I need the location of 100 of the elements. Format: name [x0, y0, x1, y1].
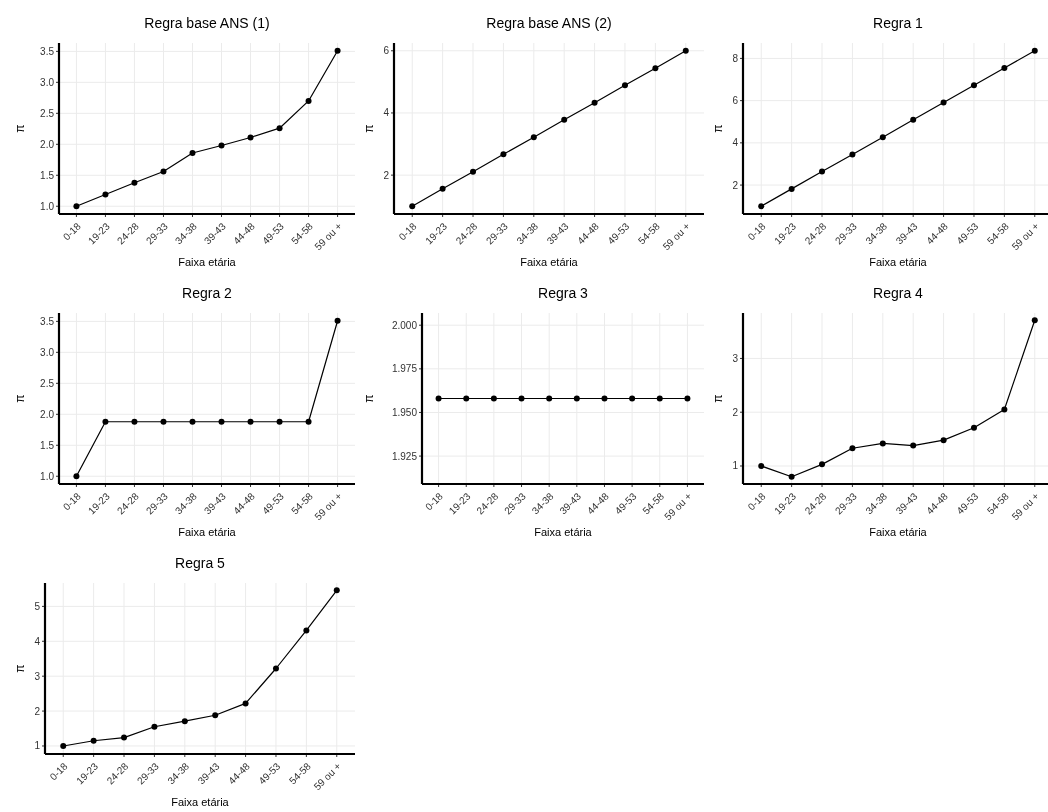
point	[1031, 47, 1038, 54]
point	[189, 149, 196, 156]
x-tick-label: 0-18	[60, 490, 84, 513]
y-axis-title: π	[362, 394, 376, 403]
x-tick-label: 59 ou +	[312, 490, 345, 523]
y-tick-label: 4	[383, 107, 390, 119]
x-tick-label: 59 ou +	[1009, 490, 1042, 523]
y-tick-label: 3.5	[40, 45, 55, 57]
point	[151, 723, 158, 730]
point	[530, 134, 537, 141]
chart-title: Regra base ANS (1)	[144, 15, 270, 31]
point	[849, 151, 856, 158]
y-axis-title: π	[13, 664, 27, 673]
point	[879, 134, 886, 141]
point	[758, 462, 765, 469]
point	[879, 440, 886, 447]
y-tick-label: 1.0	[40, 200, 55, 212]
point	[272, 665, 279, 672]
y-tick-label: 2.000	[391, 319, 418, 331]
y-tick-label: 2	[732, 406, 739, 418]
point	[1001, 406, 1008, 413]
x-tick-label: 0-18	[396, 220, 419, 243]
x-tick-label: 0-18	[423, 490, 446, 513]
y-tick-label: 3.5	[40, 315, 55, 327]
x-axis-title: Faixa etária	[520, 256, 579, 268]
chart-title: Regra 3	[538, 285, 589, 301]
point	[621, 82, 628, 89]
y-tick-label: 1	[732, 460, 739, 472]
point	[334, 317, 341, 324]
chart-title: Regra 2	[182, 285, 233, 301]
y-tick-label: 4	[34, 635, 41, 647]
point	[334, 47, 341, 54]
y-tick-label: 3	[732, 352, 739, 364]
point	[189, 418, 196, 425]
point	[121, 734, 128, 741]
x-axis-title: Faixa etária	[171, 796, 230, 808]
point	[940, 99, 947, 106]
point	[73, 473, 80, 480]
y-tick-label: 2	[34, 705, 41, 717]
point	[242, 700, 249, 707]
x-tick-label: 59 ou +	[312, 220, 345, 253]
point	[500, 151, 507, 158]
y-tick-label: 2	[383, 169, 390, 181]
y-tick-label: 6	[732, 95, 739, 107]
point	[788, 185, 795, 192]
point	[160, 168, 167, 175]
x-axis-title: Faixa etária	[869, 256, 928, 268]
point	[102, 191, 109, 198]
y-axis-title: π	[711, 394, 725, 403]
point	[131, 418, 138, 425]
point	[788, 473, 795, 480]
x-tick-label: 59 ou +	[311, 760, 344, 793]
x-tick-label: 0-18	[745, 220, 768, 243]
chart-title: Regra 4	[873, 285, 924, 301]
point	[409, 203, 416, 210]
point	[60, 742, 67, 749]
point	[247, 134, 254, 141]
point	[90, 737, 97, 744]
y-tick-label: 2.0	[40, 408, 55, 420]
x-tick-label: 59 ou +	[660, 220, 693, 253]
y-tick-label: 1.950	[391, 406, 418, 418]
x-tick-label: 59 ou +	[1009, 220, 1042, 253]
y-tick-label: 4	[732, 137, 739, 149]
point	[102, 418, 109, 425]
y-tick-label: 2.5	[40, 377, 55, 389]
chart-title: Regra base ANS (2)	[486, 15, 612, 31]
point	[181, 718, 188, 725]
y-tick-label: 1.5	[40, 439, 55, 451]
y-tick-label: 6	[383, 45, 390, 57]
y-tick-label: 1.0	[40, 470, 55, 482]
point	[305, 97, 312, 104]
point	[819, 168, 826, 175]
y-axis-title: π	[711, 124, 725, 133]
chart-title: Regra 1	[873, 15, 924, 31]
x-axis-title: Faixa etária	[869, 526, 928, 538]
point	[276, 125, 283, 132]
y-tick-label: 1	[34, 740, 41, 752]
point	[439, 185, 446, 192]
y-tick-label: 3	[34, 670, 41, 682]
y-tick-label: 1.975	[391, 363, 418, 375]
point	[591, 99, 598, 106]
point	[910, 116, 917, 123]
point	[561, 116, 568, 123]
point	[940, 437, 947, 444]
x-tick-label: 0-18	[60, 220, 84, 243]
point	[910, 442, 917, 449]
y-tick-label: 8	[732, 52, 739, 64]
point	[652, 65, 659, 72]
y-tick-label: 2	[732, 179, 739, 191]
point	[333, 587, 340, 594]
point	[247, 418, 254, 425]
point	[212, 712, 219, 719]
x-tick-label: 0-18	[745, 490, 768, 513]
chart-title: Regra 5	[175, 555, 226, 571]
point	[305, 418, 312, 425]
y-tick-label: 3.0	[40, 76, 55, 88]
point	[218, 418, 225, 425]
point	[758, 203, 765, 210]
point	[819, 461, 826, 468]
y-tick-label: 2.5	[40, 107, 55, 119]
